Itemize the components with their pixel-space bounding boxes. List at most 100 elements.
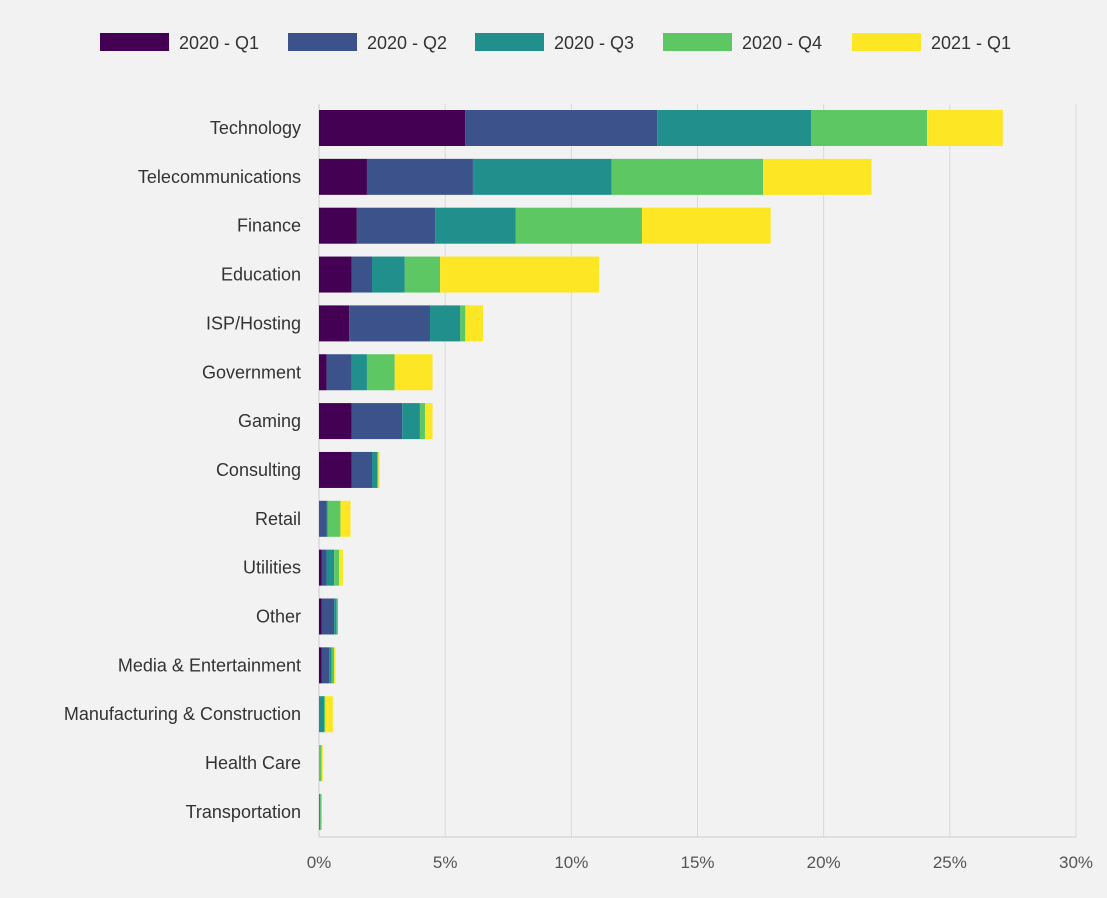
- bar-segment-government-2020-q4: [366, 354, 395, 391]
- bar-segment-government-2021-q1: [394, 354, 433, 391]
- bar-segment-consulting-2021-q1: [378, 451, 380, 488]
- category-label: Gaming: [238, 411, 301, 431]
- bar-segment-health-care-2021-q1: [321, 745, 323, 782]
- bar-segment-telecommunications-2020-q4: [611, 158, 764, 195]
- bar-segment-other-2020-q2: [321, 598, 335, 635]
- bar-segment-utilities-2020-q2: [321, 549, 327, 586]
- bar-segment-technology-2020-q3: [657, 110, 812, 146]
- bar-segment-gaming-2020-q3: [402, 403, 420, 440]
- category-label: Telecommunications: [138, 167, 301, 187]
- bar-segment-finance-2020-q2: [356, 207, 436, 244]
- legend-swatch-2020-q2: [288, 33, 357, 51]
- bar-segment-isp-hosting-2021-q1: [465, 305, 484, 342]
- bar-segment-utilities-2020-q4: [334, 549, 340, 586]
- category-label: Manufacturing & Construction: [64, 704, 301, 724]
- bar-segment-retail-2020-q4: [327, 500, 341, 537]
- bar-segment-manufacturing-construction-2020-q4: [324, 696, 326, 733]
- x-tick-label: 15%: [680, 853, 714, 872]
- legend-swatch-2020-q4: [663, 33, 732, 51]
- category-label: Technology: [210, 118, 301, 138]
- bar-segment-transportation-2020-q4: [320, 793, 322, 830]
- bar-segment-government-2020-q3: [351, 354, 367, 391]
- bar-segment-consulting-2020-q3: [371, 451, 378, 488]
- bar-segment-isp-hosting-2020-q3: [430, 305, 461, 342]
- bar-segment-education-2020-q4: [404, 256, 441, 293]
- legend-label-2021-q1: 2021 - Q1: [931, 33, 1011, 53]
- bar-segment-gaming-2020-q4: [419, 403, 425, 440]
- legend-swatch-2020-q3: [475, 33, 544, 51]
- x-tick-label: 0%: [307, 853, 332, 872]
- bar-segment-gaming-2020-q1: [319, 403, 352, 440]
- x-tick-label: 20%: [807, 853, 841, 872]
- bar-segment-media-entertainment-2020-q1: [319, 647, 322, 684]
- bar-segment-telecommunications-2020-q1: [319, 158, 367, 195]
- bar-segment-telecommunications-2020-q2: [366, 158, 473, 195]
- bar-segment-isp-hosting-2020-q2: [349, 305, 431, 342]
- category-label: Retail: [255, 509, 301, 529]
- bar-segment-finance-2021-q1: [641, 207, 771, 244]
- bar-segment-technology-2021-q1: [927, 110, 1003, 146]
- bar-segment-utilities-2020-q3: [326, 549, 335, 586]
- bar-segment-telecommunications-2021-q1: [763, 158, 872, 195]
- category-label: ISP/Hosting: [206, 313, 301, 333]
- bar-segment-technology-2020-q1: [319, 110, 466, 146]
- category-label: Government: [202, 362, 301, 382]
- bar-segment-other-2020-q4: [336, 598, 338, 635]
- bar-segment-retail-2020-q2: [319, 500, 327, 537]
- bar-segment-consulting-2020-q4: [377, 451, 379, 488]
- bar-segment-isp-hosting-2020-q1: [319, 305, 350, 342]
- bar-segment-manufacturing-construction-2020-q3: [319, 696, 325, 733]
- category-label: Utilities: [243, 558, 301, 578]
- bar-segment-telecommunications-2020-q3: [472, 158, 612, 195]
- x-axis-ticks: 0% 5% 10% 15% 20% 25% 30%: [307, 853, 1093, 872]
- bar-segment-media-entertainment-2021-q1: [334, 647, 336, 684]
- category-label: Health Care: [205, 753, 301, 773]
- x-tick-label: 25%: [933, 853, 967, 872]
- bar-segment-utilities-2020-q1: [319, 549, 322, 586]
- category-label: Education: [221, 265, 301, 285]
- bar-segment-consulting-2020-q2: [351, 451, 372, 488]
- bar-segment-finance-2020-q4: [515, 207, 642, 244]
- bar-segment-education-2021-q1: [440, 256, 600, 293]
- legend-label-2020-q4: 2020 - Q4: [742, 33, 822, 53]
- category-label: Transportation: [186, 802, 301, 822]
- legend-swatch-2021-q1: [852, 33, 921, 51]
- x-tick-label: 30%: [1059, 853, 1093, 872]
- bar-segment-government-2020-q2: [326, 354, 352, 391]
- bar-segment-media-entertainment-2020-q3: [329, 647, 332, 684]
- bar-segment-gaming-2020-q2: [351, 403, 403, 440]
- legend-label-2020-q3: 2020 - Q3: [554, 33, 634, 53]
- bar-segment-education-2020-q3: [371, 256, 405, 293]
- bar-segment-government-2020-q1: [319, 354, 327, 391]
- bar-segment-retail-2021-q1: [340, 500, 351, 537]
- legend: 2020 - Q1 2020 - Q2 2020 - Q3 2020 - Q4 2021…: [100, 33, 1011, 53]
- bar-segment-gaming-2021-q1: [424, 403, 433, 440]
- x-tick-label: 5%: [433, 853, 458, 872]
- x-tick-label: 10%: [554, 853, 588, 872]
- bar-segment-retail-2020-q3: [326, 500, 328, 537]
- legend-label-2020-q1: 2020 - Q1: [179, 33, 259, 53]
- bar-segment-isp-hosting-2020-q4: [460, 305, 466, 342]
- bar-segment-manufacturing-construction-2021-q1: [325, 696, 333, 733]
- bar-segment-education-2020-q1: [319, 256, 352, 293]
- category-label: Media & Entertainment: [118, 655, 301, 675]
- legend-swatch-2020-q1: [100, 33, 169, 51]
- bar-segment-transportation-2020-q3: [319, 793, 321, 830]
- category-label: Other: [256, 607, 301, 627]
- category-label: Finance: [237, 216, 301, 236]
- bar-segment-finance-2020-q1: [319, 207, 357, 244]
- bar-segment-education-2020-q2: [351, 256, 372, 293]
- bar-segment-utilities-2021-q1: [339, 549, 343, 586]
- bar-segment-technology-2020-q2: [465, 110, 658, 146]
- bar-segment-health-care-2020-q4: [319, 745, 322, 782]
- category-label: Consulting: [216, 460, 301, 480]
- bar-segment-finance-2020-q3: [435, 207, 516, 244]
- bar-segment-media-entertainment-2020-q2: [321, 647, 330, 684]
- bar-segment-other-2020-q3: [334, 598, 337, 635]
- bar-segment-technology-2020-q4: [811, 110, 928, 146]
- category-labels: Technology Telecommunications Finance Educa…: [64, 118, 301, 822]
- bar-segment-other-2020-q1: [319, 598, 322, 635]
- bar-segment-media-entertainment-2020-q4: [331, 647, 335, 684]
